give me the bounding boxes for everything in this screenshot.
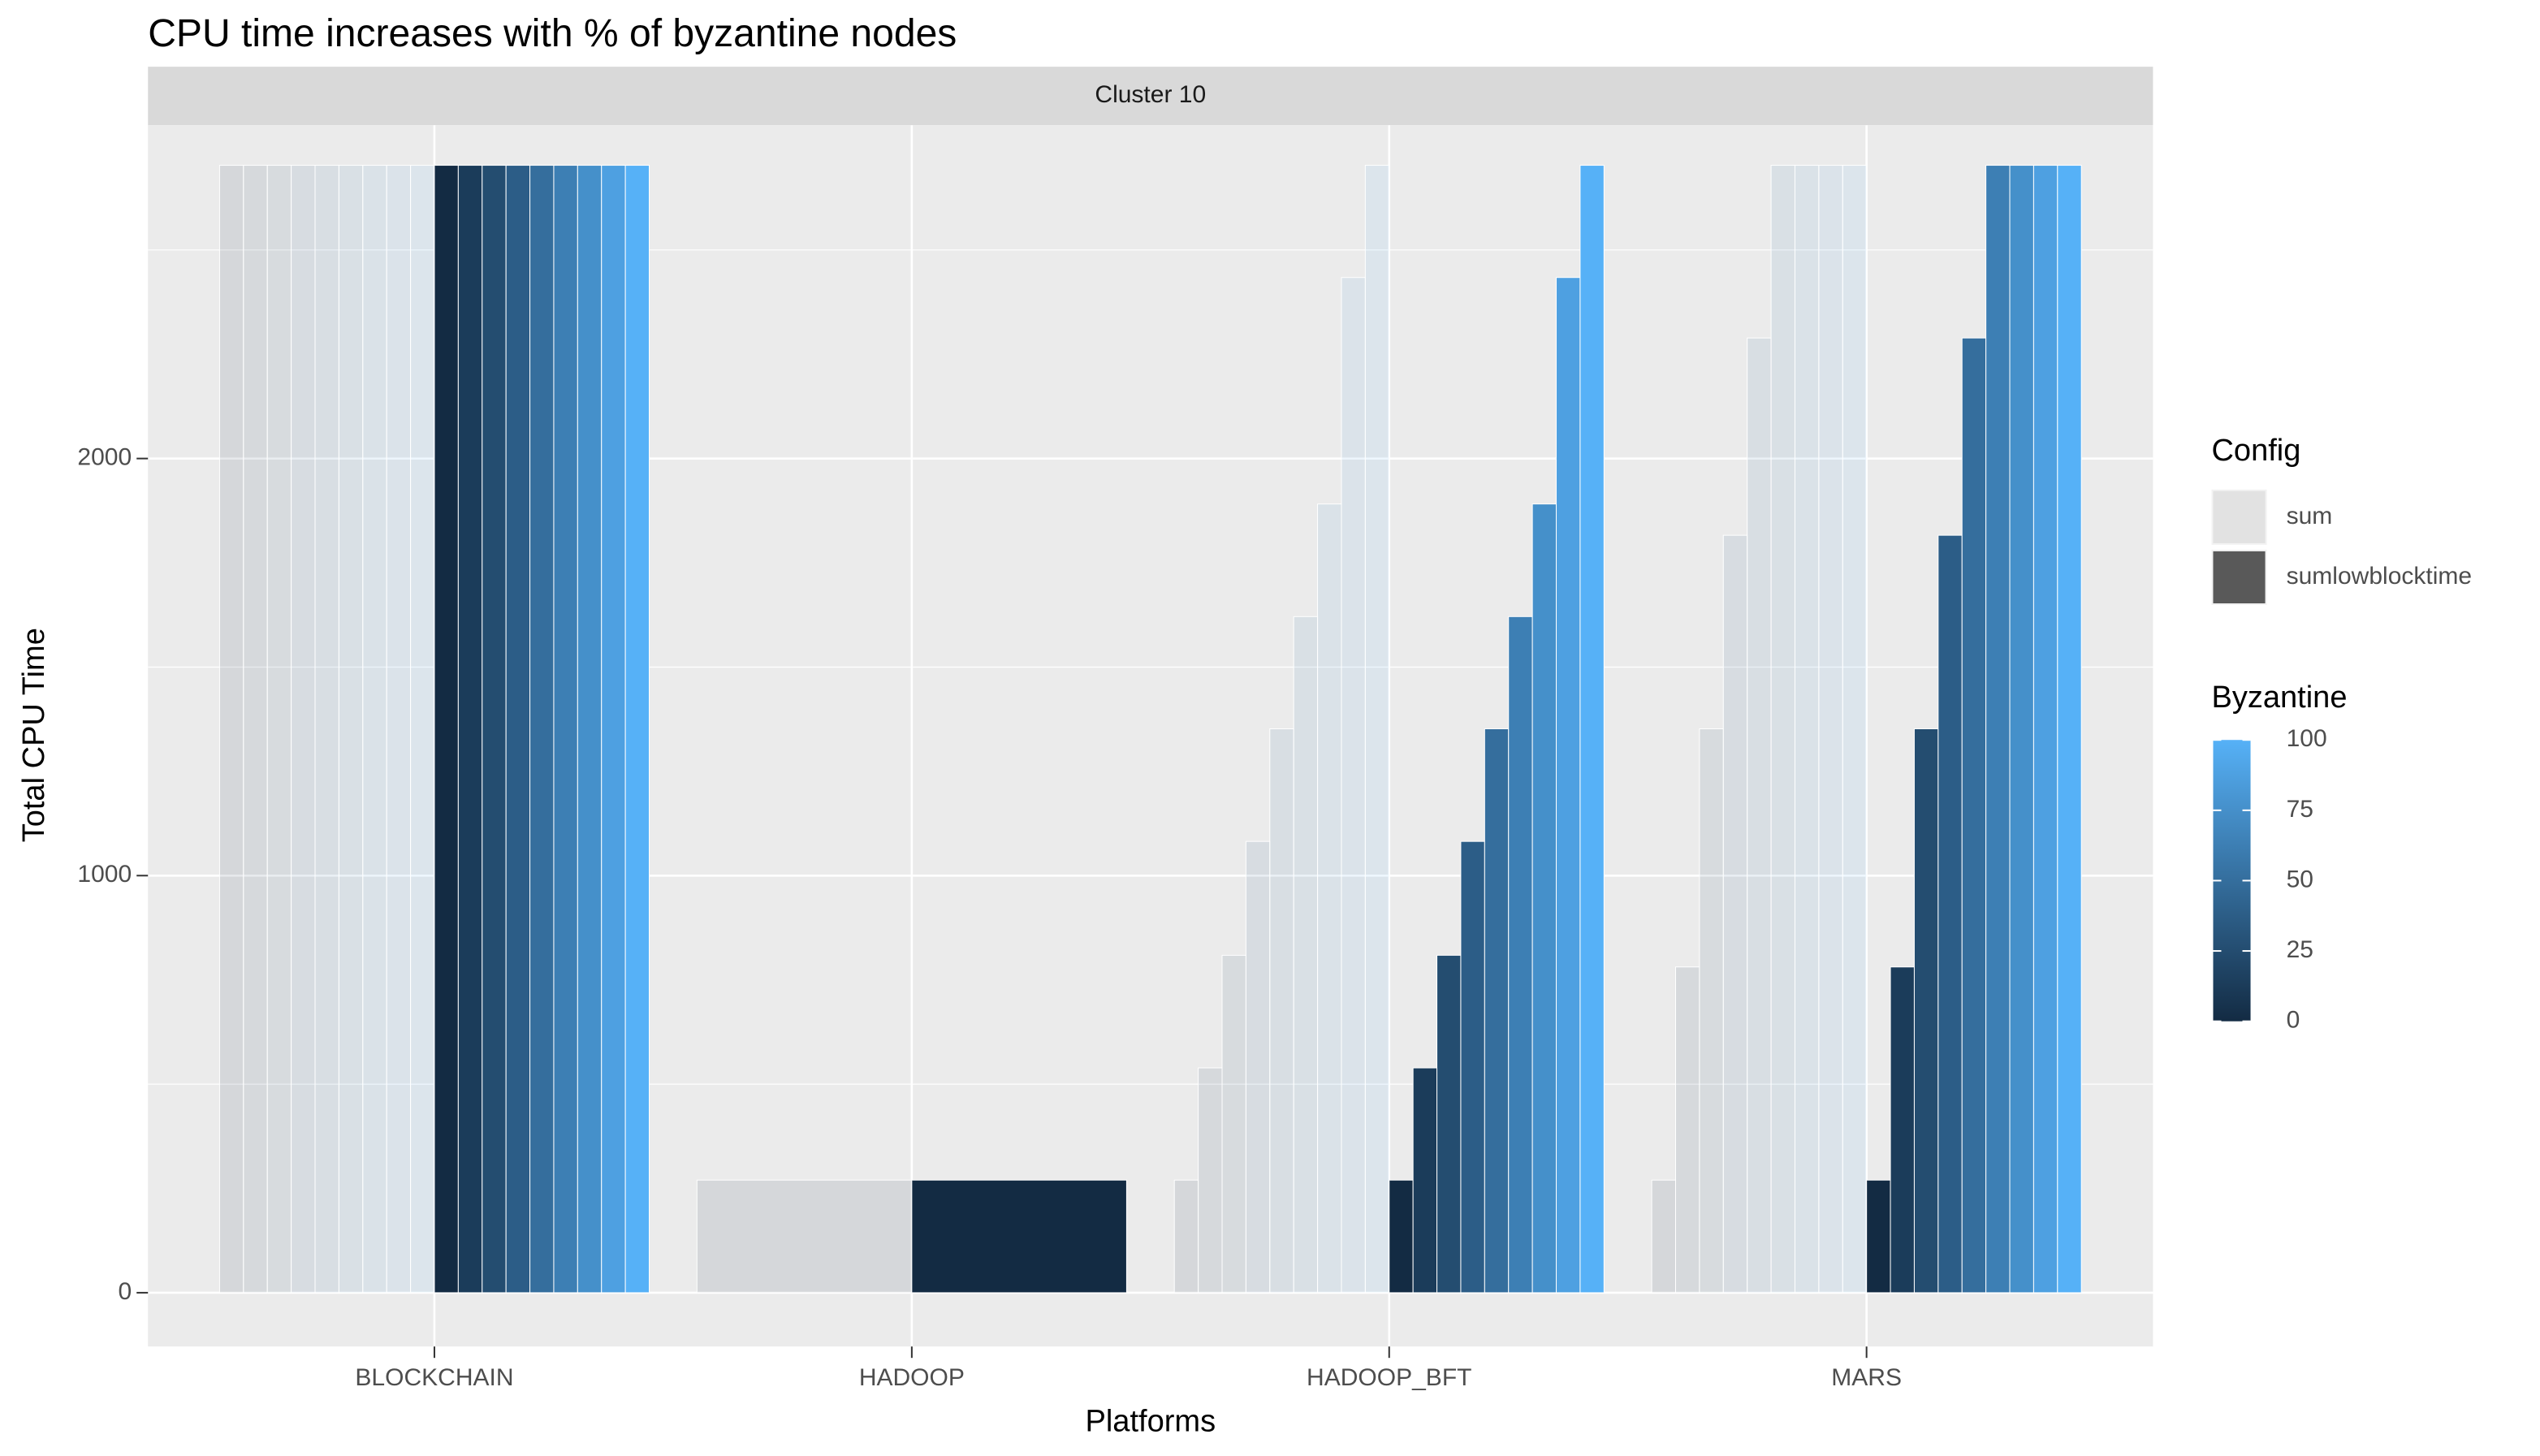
bar (911, 1179, 1127, 1294)
x-tick-label: HADOOP_BFT (1307, 1364, 1471, 1391)
facet-strip (148, 67, 2153, 126)
y-tick-label: 2000 (77, 444, 132, 471)
bar (291, 165, 316, 1294)
bar (1699, 728, 1724, 1294)
y-axis-label: Total CPU Time (17, 628, 51, 842)
bar (1198, 1067, 1223, 1294)
bar (696, 1179, 913, 1294)
bar (243, 165, 268, 1294)
bar (1556, 277, 1581, 1294)
bar (457, 165, 483, 1294)
bar (1579, 165, 1605, 1294)
bar (1293, 616, 1319, 1294)
bar (529, 165, 555, 1294)
bar (1985, 165, 2011, 1294)
x-tick-label: MARS (1831, 1364, 1902, 1391)
bar (1531, 503, 1557, 1294)
facet-label: Cluster 10 (1095, 81, 1206, 108)
y-tick-label: 0 (119, 1278, 132, 1305)
bar (386, 165, 412, 1294)
bar (1818, 165, 1843, 1294)
bar (266, 165, 292, 1294)
bar (1436, 954, 1462, 1294)
x-tick-label: HADOOP (859, 1364, 965, 1391)
bar (482, 165, 507, 1294)
bar (2032, 165, 2058, 1294)
bar (1794, 165, 1820, 1294)
legend-label: sumlowblocktime (2287, 563, 2473, 590)
bar (1674, 966, 1700, 1294)
legend-title: Config (2211, 434, 2300, 468)
colorbar-label: 0 (2287, 1007, 2300, 1034)
bar (2057, 165, 2082, 1294)
chart-title: CPU time increases with % of byzantine n… (148, 11, 957, 55)
bar (1842, 165, 1868, 1294)
bar (553, 165, 578, 1294)
legend-label: sum (2287, 503, 2333, 529)
x-axis-label: Platforms (1085, 1404, 1216, 1438)
bar (1364, 165, 1390, 1294)
bar (1937, 534, 1963, 1294)
bar (1913, 728, 1939, 1294)
y-tick-label: 1000 (77, 861, 132, 888)
bar (1245, 840, 1271, 1294)
colorbar-label: 50 (2287, 866, 2313, 892)
legend-swatch (2213, 490, 2266, 543)
bar (1317, 503, 1342, 1294)
bar (1770, 165, 1795, 1294)
bar (505, 165, 531, 1294)
legend-key-bg (2211, 489, 2267, 545)
bar (362, 165, 387, 1294)
bar (1747, 337, 1772, 1294)
bar (314, 165, 339, 1294)
bar (601, 165, 626, 1294)
bar (1173, 1179, 1199, 1294)
bar (1389, 1179, 1414, 1294)
colorbar-label: 75 (2287, 796, 2313, 823)
x-tick-label: BLOCKCHAIN (355, 1364, 513, 1391)
bar (1961, 337, 1987, 1294)
bar (624, 165, 650, 1294)
colorbar-title: Byzantine (2211, 680, 2347, 715)
bar (410, 165, 435, 1294)
bar (1484, 728, 1510, 1294)
bar (1460, 840, 1485, 1294)
bar (1221, 954, 1246, 1294)
colorbar-label: 100 (2287, 725, 2327, 752)
bar (1866, 1179, 1891, 1294)
bar (577, 165, 603, 1294)
bar (218, 165, 244, 1294)
bar (1341, 277, 1366, 1294)
bar (434, 165, 459, 1294)
bar (1722, 534, 1748, 1294)
bar (1412, 1067, 1438, 1294)
bar (1508, 616, 1533, 1294)
colorbar-label: 25 (2287, 936, 2313, 963)
bar (338, 165, 364, 1294)
bar (2009, 165, 2034, 1294)
bar (1269, 728, 1294, 1294)
bar (1651, 1179, 1676, 1294)
legend-swatch (2213, 551, 2266, 604)
bar (1890, 966, 1915, 1294)
